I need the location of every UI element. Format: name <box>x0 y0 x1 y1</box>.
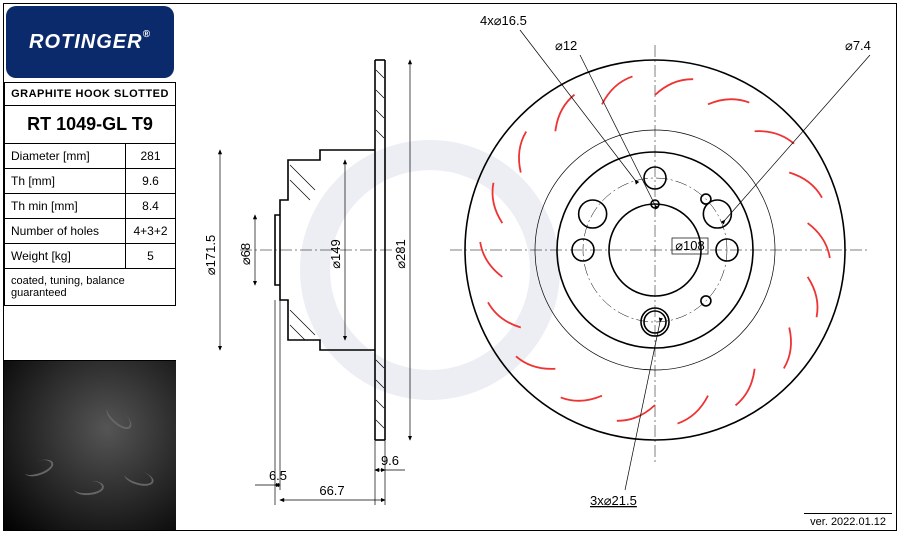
callout-4holes: 4x⌀16.5 <box>480 13 527 28</box>
front-view: ⌀108 4x⌀16.5 ⌀12 ⌀7.4 3x⌀21.5 <box>450 13 871 508</box>
spec-note: coated, tuning, balance guaranteed <box>5 269 176 306</box>
brand-name: ROTINGER <box>29 31 143 54</box>
table-row: Diameter [mm]281 <box>5 144 176 169</box>
technical-drawing: ⌀171.5 ⌀68 ⌀149 ⌀281 6.5 9.6 66.7 ⌀108 <box>180 0 898 530</box>
dim-6-5: 6.5 <box>269 468 287 483</box>
product-photo <box>4 360 176 530</box>
dim-pcd: ⌀108 <box>675 238 705 253</box>
dim-66-7: 66.7 <box>319 483 344 498</box>
spec-value: 281 <box>126 144 176 169</box>
callout-d7-4: ⌀7.4 <box>845 38 871 53</box>
spec-label: Weight [kg] <box>5 244 126 269</box>
spec-label: Th min [mm] <box>5 194 126 219</box>
table-row: Th min [mm]8.4 <box>5 194 176 219</box>
spec-value: 8.4 <box>126 194 176 219</box>
callout-3holes: 3x⌀21.5 <box>590 493 637 508</box>
version-label: ver. 2022.01.12 <box>804 513 892 530</box>
spec-table: GRAPHITE HOOK SLOTTED RT 1049-GL T9 Diam… <box>4 82 176 306</box>
registered-icon: ® <box>143 29 151 40</box>
spec-label: Number of holes <box>5 219 126 244</box>
table-row: Weight [kg]5 <box>5 244 176 269</box>
brand-logo: ROTINGER ® <box>6 6 174 78</box>
dim-d68: ⌀68 <box>238 243 253 265</box>
dim-d149: ⌀149 <box>328 239 343 269</box>
dim-d171: ⌀171.5 <box>203 235 218 275</box>
spec-label: Th [mm] <box>5 169 126 194</box>
product-type: GRAPHITE HOOK SLOTTED <box>5 83 176 106</box>
dim-d281: ⌀281 <box>393 239 408 269</box>
part-number: RT 1049-GL T9 <box>5 106 176 144</box>
table-row: Number of holes4+3+2 <box>5 219 176 244</box>
spec-value: 9.6 <box>126 169 176 194</box>
table-row: Th [mm]9.6 <box>5 169 176 194</box>
spec-label: Diameter [mm] <box>5 144 126 169</box>
spec-value: 5 <box>126 244 176 269</box>
side-view: ⌀171.5 ⌀68 ⌀149 ⌀281 6.5 9.6 66.7 <box>203 60 410 505</box>
spec-value: 4+3+2 <box>126 219 176 244</box>
callout-d12: ⌀12 <box>555 38 577 53</box>
dim-9-6: 9.6 <box>381 453 399 468</box>
